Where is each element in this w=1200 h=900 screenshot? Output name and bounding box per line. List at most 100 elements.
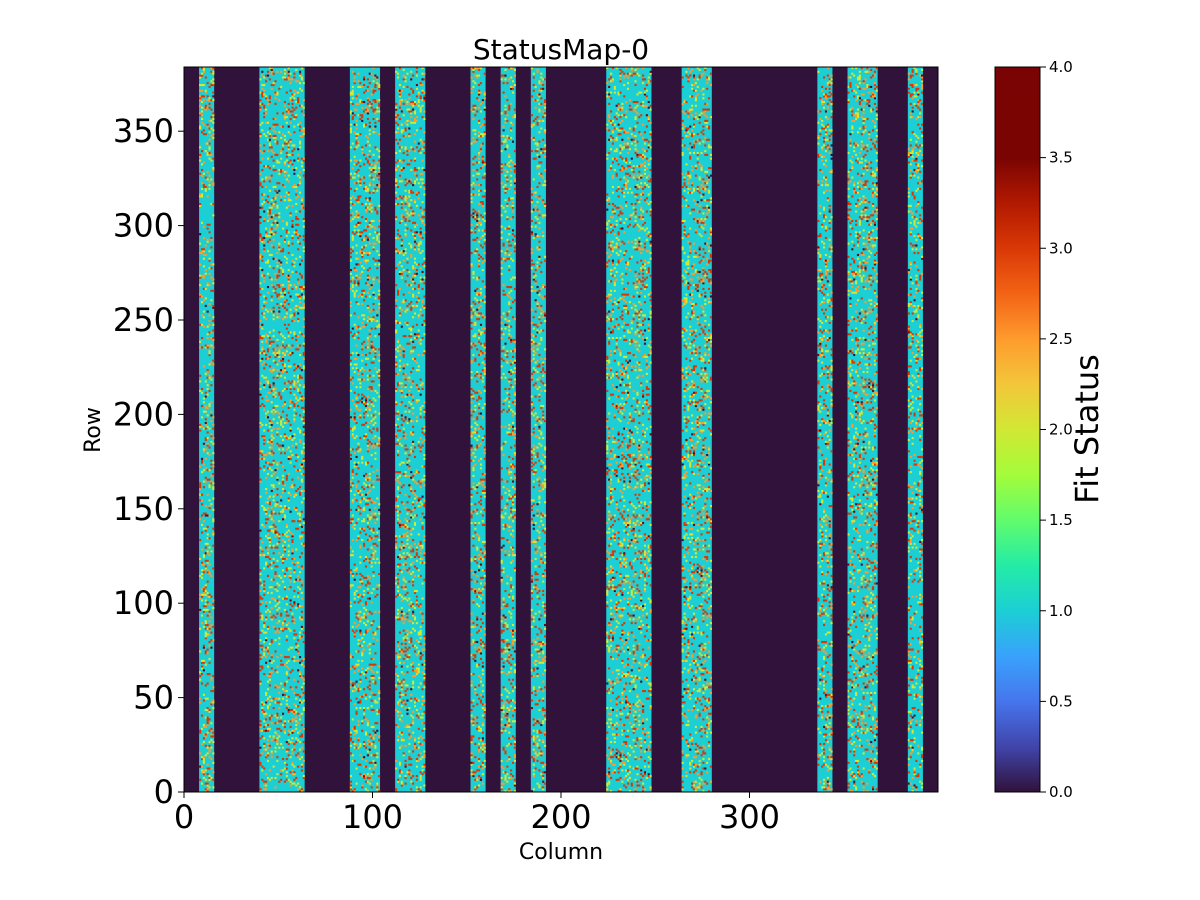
heatmap-speckle — [408, 742, 411, 745]
heatmap-speckle — [406, 612, 409, 615]
heatmap-speckle — [419, 242, 422, 245]
heatmap-speckle — [372, 537, 375, 540]
heatmap-speckle — [359, 639, 362, 642]
heatmap-speckle — [395, 299, 398, 302]
heatmap-speckle — [280, 125, 283, 128]
heatmap-speckle — [363, 544, 366, 547]
heatmap-speckle — [410, 724, 413, 727]
heatmap-speckle — [355, 108, 358, 111]
heatmap-speckle — [355, 508, 358, 511]
heatmap-speckle — [417, 556, 420, 559]
heatmap-speckle — [199, 95, 202, 98]
heatmap-speckle — [261, 548, 264, 551]
heatmap-speckle — [353, 108, 356, 111]
heatmap-speckle — [372, 380, 375, 383]
heatmap-speckle — [210, 83, 213, 87]
heatmap-speckle — [199, 172, 202, 175]
heatmap-speckle — [293, 603, 296, 606]
heatmap-speckle — [283, 656, 286, 659]
heatmap-speckle — [410, 246, 413, 249]
heatmap-speckle — [272, 129, 275, 132]
heatmap-speckle — [366, 548, 369, 551]
heatmap-speckle — [363, 612, 366, 615]
heatmap-speckle — [404, 642, 407, 645]
heatmap-speckle — [353, 233, 356, 236]
heatmap-speckle — [291, 352, 294, 355]
heatmap-speckle — [404, 448, 407, 451]
heatmap-speckle — [291, 557, 294, 560]
heatmap-speckle — [300, 659, 303, 662]
heatmap-speckle — [265, 412, 268, 415]
heatmap-speckle — [398, 344, 401, 347]
heatmap-speckle — [412, 406, 415, 409]
heatmap-speckle — [274, 189, 277, 192]
heatmap-speckle — [363, 614, 366, 617]
heatmap-speckle — [278, 216, 281, 219]
heatmap-speckle — [259, 393, 262, 396]
heatmap-speckle — [293, 131, 296, 134]
heatmap-speckle — [404, 321, 407, 324]
heatmap-speckle — [295, 508, 298, 511]
heatmap-speckle — [361, 202, 364, 206]
heatmap-speckle — [419, 776, 422, 779]
heatmap-speckle — [289, 531, 292, 534]
heatmap-speckle — [283, 572, 286, 576]
heatmap-speckle — [372, 131, 375, 134]
heatmap-speckle — [370, 705, 373, 708]
heatmap-speckle — [289, 493, 292, 496]
heatmap-speckle — [355, 401, 358, 404]
heatmap-speckle — [285, 191, 288, 194]
heatmap-speckle — [415, 554, 418, 557]
heatmap-speckle — [415, 399, 418, 402]
heatmap-speckle — [210, 482, 213, 485]
heatmap-speckle — [370, 167, 373, 170]
heatmap-speckle — [285, 661, 288, 664]
heatmap-speckle — [376, 722, 379, 725]
heatmap-speckle — [259, 387, 262, 391]
heatmap-speckle — [263, 525, 266, 528]
heatmap-speckle — [423, 457, 426, 460]
heatmap-speckle — [353, 123, 356, 126]
heatmap-speckle — [278, 274, 281, 277]
heatmap-speckle — [285, 506, 288, 509]
heatmap-speckle — [421, 263, 424, 266]
heatmap-speckle — [280, 612, 283, 615]
heatmap-speckle — [302, 114, 305, 117]
heatmap-speckle — [298, 618, 302, 621]
heatmap-speckle — [366, 238, 369, 241]
heatmap-speckle — [283, 597, 286, 600]
heatmap-speckle — [295, 348, 298, 351]
heatmap-speckle — [291, 314, 294, 317]
heatmap-speckle — [200, 391, 204, 394]
heatmap-speckle — [300, 450, 303, 453]
heatmap-speckle — [276, 191, 279, 194]
heatmap-speckle — [351, 250, 354, 253]
heatmap-speckle — [274, 348, 277, 351]
heatmap-speckle — [410, 327, 413, 330]
heatmap-speckle — [470, 756, 473, 759]
heatmap-speckle — [413, 117, 417, 121]
heatmap-speckle — [300, 165, 303, 168]
heatmap-speckle — [212, 416, 215, 419]
heatmap-speckle — [261, 656, 264, 659]
heatmap-speckle — [368, 352, 371, 355]
heatmap-speckle — [412, 782, 415, 785]
heatmap-speckle — [291, 478, 294, 481]
heatmap-speckle — [298, 699, 302, 702]
heatmap-speckle — [302, 691, 305, 695]
heatmap-speckle — [398, 180, 401, 183]
heatmap-speckle — [363, 435, 366, 438]
heatmap-speckle — [202, 758, 205, 761]
heatmap-speckle — [357, 535, 360, 538]
heatmap-speckle — [370, 318, 373, 321]
heatmap-speckle — [200, 569, 204, 572]
heatmap-speckle — [298, 363, 302, 366]
heatmap-speckle — [261, 346, 264, 349]
heatmap-speckle — [274, 93, 277, 96]
heatmap-speckle — [395, 389, 398, 392]
heatmap-speckle — [374, 131, 377, 134]
heatmap-speckle — [282, 318, 285, 321]
heatmap-speckle — [285, 771, 288, 774]
heatmap-speckle — [202, 586, 205, 589]
heatmap-speckle — [297, 705, 300, 708]
